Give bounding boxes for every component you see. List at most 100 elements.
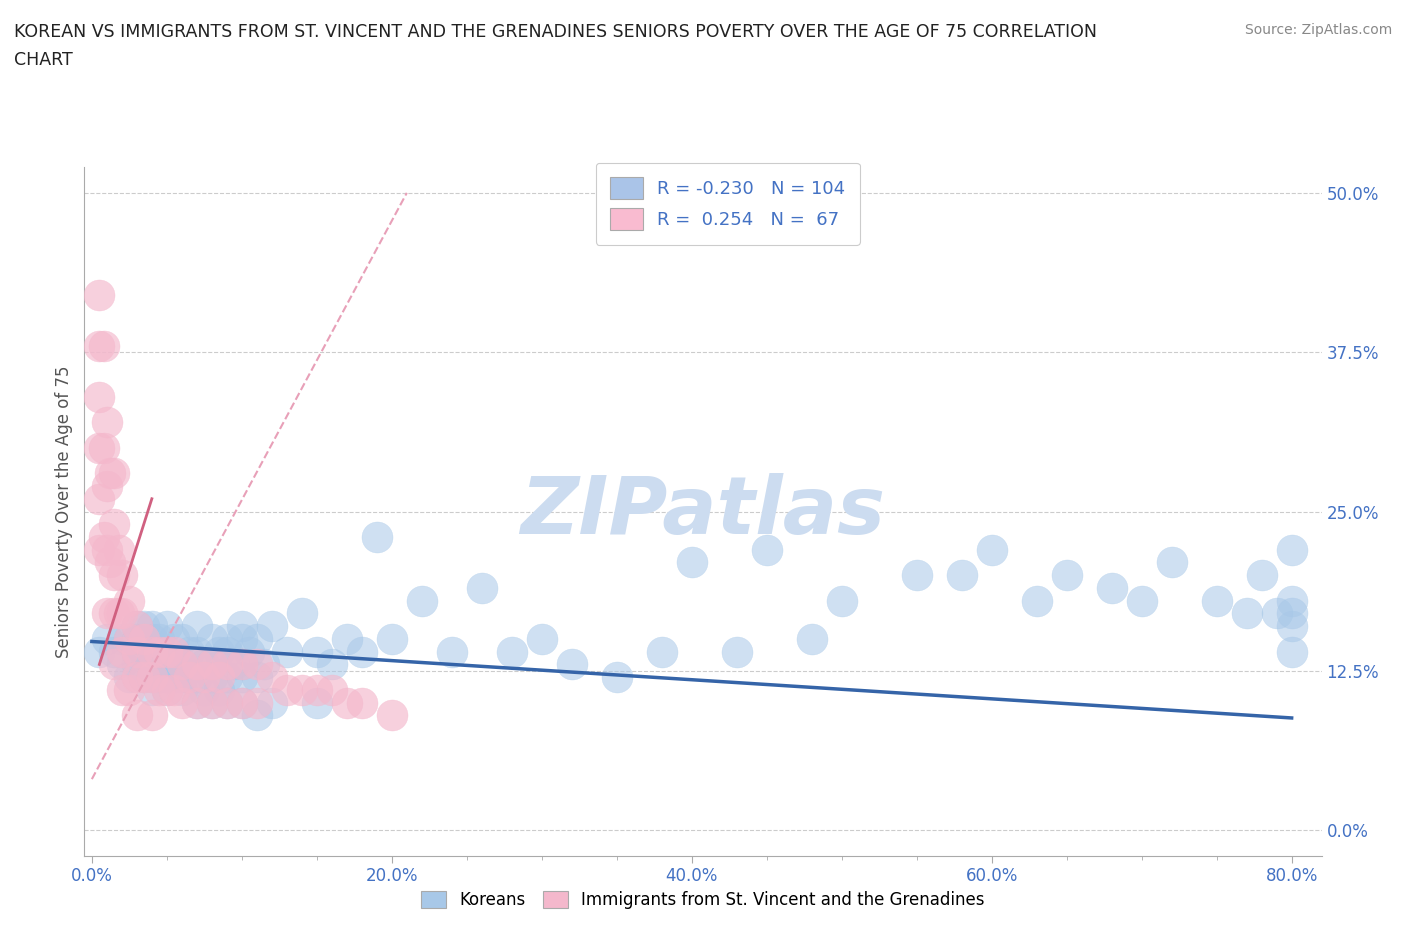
Point xyxy=(156,683,179,698)
Point xyxy=(89,644,111,659)
Point xyxy=(651,644,673,659)
Point xyxy=(156,683,179,698)
Point xyxy=(118,593,141,608)
Point xyxy=(186,696,208,711)
Point xyxy=(321,683,343,698)
Point xyxy=(1250,568,1272,583)
Point xyxy=(148,631,170,646)
Point xyxy=(201,696,224,711)
Point xyxy=(103,657,125,671)
Text: KOREAN VS IMMIGRANTS FROM ST. VINCENT AND THE GRENADINES SENIORS POVERTY OVER TH: KOREAN VS IMMIGRANTS FROM ST. VINCENT AN… xyxy=(14,23,1097,41)
Point xyxy=(350,696,373,711)
Text: Source: ZipAtlas.com: Source: ZipAtlas.com xyxy=(1244,23,1392,37)
Point xyxy=(201,631,224,646)
Point xyxy=(156,644,179,659)
Point xyxy=(148,670,170,684)
Point xyxy=(141,657,163,671)
Point xyxy=(980,542,1002,557)
Point xyxy=(231,657,253,671)
Point xyxy=(246,631,269,646)
Point xyxy=(291,683,314,698)
Point xyxy=(89,542,111,557)
Point xyxy=(179,644,201,659)
Point xyxy=(291,606,314,621)
Point xyxy=(1130,593,1153,608)
Point xyxy=(141,618,163,633)
Point xyxy=(170,657,193,671)
Point xyxy=(238,644,260,659)
Point xyxy=(800,631,823,646)
Point xyxy=(118,631,141,646)
Point xyxy=(125,708,148,723)
Point xyxy=(118,683,141,698)
Point xyxy=(170,696,193,711)
Point xyxy=(118,670,141,684)
Point xyxy=(321,657,343,671)
Point xyxy=(141,683,163,698)
Point xyxy=(1025,593,1047,608)
Point xyxy=(179,670,201,684)
Point xyxy=(193,670,215,684)
Point xyxy=(246,696,269,711)
Point xyxy=(381,708,404,723)
Point xyxy=(1281,593,1303,608)
Point xyxy=(93,529,115,544)
Point xyxy=(186,618,208,633)
Point xyxy=(156,618,179,633)
Point xyxy=(148,683,170,698)
Point xyxy=(186,670,208,684)
Legend: R = -0.230   N = 104, R =  0.254   N =  67: R = -0.230 N = 104, R = 0.254 N = 67 xyxy=(596,163,859,245)
Point xyxy=(366,529,388,544)
Point xyxy=(215,670,238,684)
Point xyxy=(1160,555,1182,570)
Point xyxy=(93,440,115,455)
Point xyxy=(148,644,170,659)
Point xyxy=(125,618,148,633)
Point xyxy=(179,670,201,684)
Point xyxy=(725,644,748,659)
Point xyxy=(1281,542,1303,557)
Y-axis label: Seniors Poverty Over the Age of 75: Seniors Poverty Over the Age of 75 xyxy=(55,365,73,658)
Point xyxy=(1101,580,1123,595)
Point xyxy=(111,606,134,621)
Point xyxy=(530,631,553,646)
Point xyxy=(253,657,276,671)
Point xyxy=(231,670,253,684)
Point xyxy=(755,542,778,557)
Text: CHART: CHART xyxy=(14,51,73,69)
Point xyxy=(381,631,404,646)
Point xyxy=(89,390,111,405)
Point xyxy=(260,618,283,633)
Point xyxy=(471,580,494,595)
Point xyxy=(125,644,148,659)
Point xyxy=(201,657,224,671)
Point xyxy=(156,657,179,671)
Point xyxy=(156,644,179,659)
Point xyxy=(125,657,148,671)
Point xyxy=(89,339,111,353)
Point xyxy=(186,657,208,671)
Point xyxy=(336,631,359,646)
Point xyxy=(186,696,208,711)
Point xyxy=(108,542,131,557)
Point xyxy=(305,644,328,659)
Legend: Koreans, Immigrants from St. Vincent and the Grenadines: Koreans, Immigrants from St. Vincent and… xyxy=(413,883,993,917)
Point xyxy=(141,670,163,684)
Point xyxy=(561,657,583,671)
Point xyxy=(231,696,253,711)
Point xyxy=(208,683,231,698)
Point xyxy=(246,708,269,723)
Point xyxy=(950,568,973,583)
Point xyxy=(1281,618,1303,633)
Point xyxy=(141,631,163,646)
Point xyxy=(134,644,156,659)
Point xyxy=(1236,606,1258,621)
Point xyxy=(103,517,125,532)
Point xyxy=(208,644,231,659)
Point xyxy=(1281,606,1303,621)
Point xyxy=(336,696,359,711)
Point xyxy=(141,644,163,659)
Point xyxy=(111,644,134,659)
Point xyxy=(170,657,193,671)
Point xyxy=(96,415,118,430)
